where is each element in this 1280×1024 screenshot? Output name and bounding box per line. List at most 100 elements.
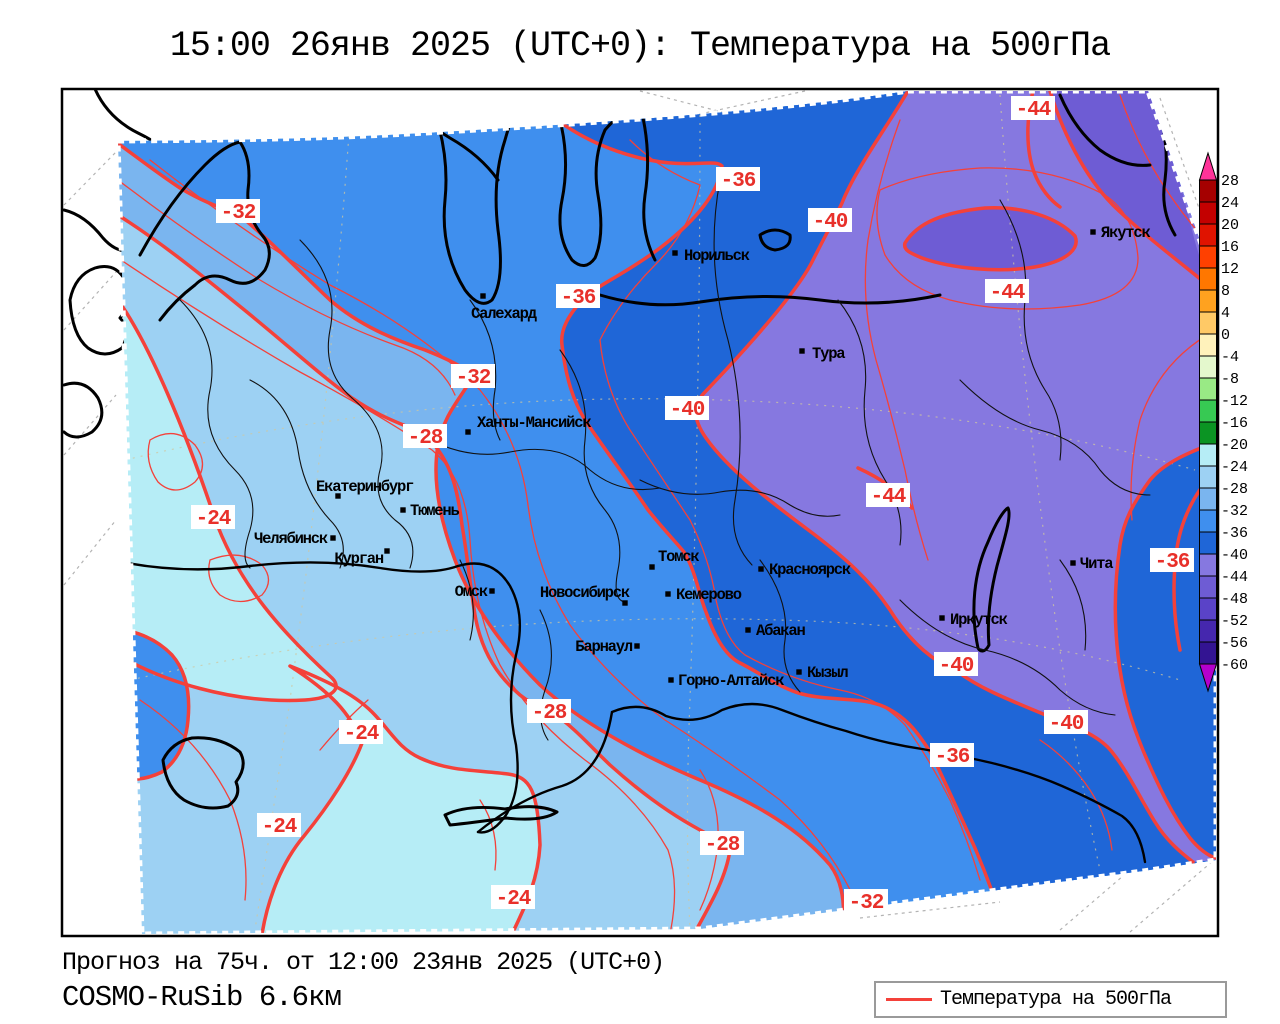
city-marker	[758, 566, 764, 572]
colorbar-swatch	[1199, 443, 1217, 467]
contour-label: -44	[1016, 99, 1051, 122]
contour-label-box	[1011, 96, 1055, 120]
map-frame	[60, 87, 1220, 938]
city-label: Ханты-Мансийск	[477, 414, 591, 432]
city-label: Иркутск	[950, 611, 1008, 629]
city-marker	[799, 348, 805, 354]
contour-label: -28	[408, 427, 443, 450]
city-marker	[939, 615, 945, 621]
city-label: Екатеринбург	[316, 478, 414, 496]
colorbar-tick-label: -20	[1221, 437, 1248, 454]
contour-label-box	[191, 505, 235, 529]
legend-line-sample	[886, 998, 932, 1001]
contour-label-box	[1150, 548, 1194, 572]
contour-label: -36	[721, 170, 756, 193]
contour-label: -44	[990, 282, 1025, 305]
city-label: Новосибирск	[540, 584, 630, 602]
colorbar-swatch	[1199, 311, 1217, 335]
contour-label-box	[491, 885, 535, 909]
city-label: Томск	[658, 548, 699, 566]
colorbar-swatch	[1199, 377, 1217, 401]
contour-label-box	[716, 167, 760, 191]
contour-label: -24	[496, 888, 531, 911]
colorbar: 28 24 20 16 12 8 4 0 -4 -8 -12 -16 -20 -24 -28 -32 -36 -4…	[1198, 151, 1248, 693]
colorbar-swatch	[1199, 575, 1217, 599]
isotherms-thin	[118, 94, 1216, 934]
colorbar-tick-label: -60	[1221, 657, 1248, 674]
colorbar-tick-label: -56	[1221, 635, 1248, 652]
colorbar-tick-label: 0	[1221, 327, 1230, 344]
coastline-inside	[138, 91, 1177, 827]
contour-label: -44	[871, 486, 906, 509]
contour-label-box	[985, 279, 1029, 303]
contour-label: -32	[456, 367, 491, 390]
contour-label-box	[257, 813, 301, 837]
contour-label-box	[339, 720, 383, 744]
contour-label-box	[930, 743, 974, 767]
contour-label-box	[808, 208, 852, 232]
colorbar-tick-label: -32	[1221, 503, 1248, 520]
contour-label: -40	[670, 399, 705, 422]
city-marker	[465, 429, 471, 435]
city-label: Барнаул	[575, 638, 633, 656]
contour-label: -28	[532, 702, 567, 725]
colorbar-tick-label: 28	[1221, 173, 1239, 190]
city-layer: Норильск Салехард Тура Ханты-Мансийск Екатер…	[254, 224, 1152, 690]
contour-label-box	[556, 284, 600, 308]
colorbar-tick-label: -24	[1221, 459, 1248, 476]
colorbar-swatch	[1199, 421, 1217, 445]
colorbar-swatch	[1199, 267, 1217, 291]
colorbar-tick-label: 4	[1221, 305, 1230, 322]
city-label: Курган	[334, 550, 384, 568]
colorbar-swatch	[1199, 223, 1217, 247]
colorbar-swatch	[1199, 487, 1217, 511]
colorbar-swatch	[1199, 553, 1217, 577]
contour-label: -24	[262, 816, 297, 839]
city-label: Тура	[812, 345, 845, 363]
page-title: 15:00 26янв 2025 (UTC+0): Температура на…	[169, 26, 1111, 66]
city-label: Кемерово	[676, 586, 742, 604]
city-label: Якутск	[1101, 224, 1151, 242]
contour-label-box	[934, 652, 978, 676]
city-marker	[649, 564, 655, 570]
model-info: COSMO-RuSib 6.6км	[62, 981, 342, 1014]
city-marker	[400, 507, 406, 513]
contour-label-box	[216, 199, 260, 223]
city-label: Челябинск	[254, 530, 328, 548]
colorbar-under-triangle	[1198, 663, 1218, 693]
contour-label: -36	[1155, 551, 1190, 574]
legend-box: Температура на 500гПа	[874, 981, 1227, 1018]
colorbar-tick-label: -4	[1221, 349, 1239, 366]
colorbar-tick-label: -44	[1221, 569, 1248, 586]
colorbar-swatch	[1199, 465, 1217, 489]
contour-label-box	[451, 364, 495, 388]
colorbar-tick-label: 24	[1221, 195, 1239, 212]
city-marker	[796, 669, 802, 675]
city-label: Абакан	[756, 622, 806, 640]
contour-labels: -32 -36 -40 -44 -44 -36 -32 -40 -28 -24 -44 -36 -40 -…	[191, 96, 1194, 915]
contour-label: -28	[705, 834, 740, 857]
city-marker	[1090, 229, 1096, 235]
colorbar-tick-label: -12	[1221, 393, 1248, 410]
city-marker	[489, 588, 495, 594]
colorbar-swatch	[1199, 597, 1217, 621]
contour-label-box	[665, 396, 709, 420]
city-label: Салехард	[471, 305, 537, 323]
colorbar-tick-label: -36	[1221, 525, 1248, 542]
contour-label-box	[1044, 710, 1088, 734]
colorbar-swatch	[1199, 619, 1217, 643]
contour-label-box	[527, 699, 571, 723]
colorbar-tick-label: -28	[1221, 481, 1248, 498]
colorbar-swatch	[1199, 245, 1217, 269]
colorbar-over-triangle	[1198, 151, 1218, 181]
colorbar-swatch	[1199, 641, 1217, 665]
colorbar-swatch	[1199, 201, 1217, 225]
city-label: Тюмень	[410, 502, 460, 520]
city-marker	[665, 591, 671, 597]
colorbar-swatch	[1199, 509, 1217, 533]
colorbar-swatch	[1199, 355, 1217, 379]
contour-label-box	[844, 889, 888, 913]
city-label: Кызыл	[807, 664, 848, 682]
